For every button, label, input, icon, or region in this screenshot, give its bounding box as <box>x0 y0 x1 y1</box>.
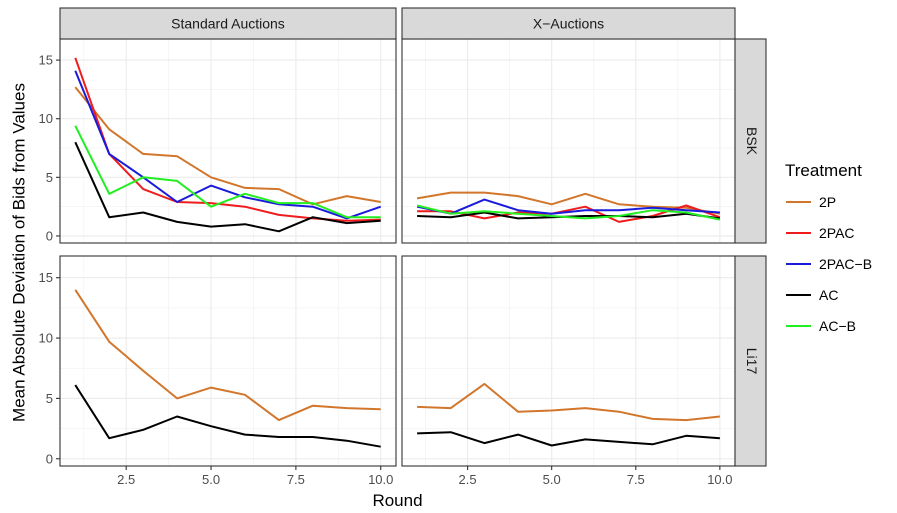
x-tick-label: 7.5 <box>287 472 305 487</box>
series-line-ac-li17-x-auctions <box>417 431 720 447</box>
panel-background <box>60 39 396 243</box>
y-tick-label: 10 <box>39 331 53 346</box>
facet-strip-label: X−Auctions <box>533 16 604 32</box>
series-line-2pac-b-bsk-x-auctions <box>416 198 720 215</box>
legend-title: Treatment <box>785 161 862 180</box>
series-line-2p-li17-x-auctions <box>417 382 721 422</box>
x-tick-label: 5.0 <box>202 472 220 487</box>
legend: Treatment 2P 2PAC 2PAC−B AC AC−B <box>785 161 872 334</box>
series-line-ac-b-bsk-x-auctions <box>416 204 721 221</box>
series-line-2p-bsk-x-auctions <box>416 191 721 215</box>
series-line-ac-li17-standard-auctions <box>74 384 381 448</box>
facet-strip-label: Standard Auctions <box>171 16 285 32</box>
x-tick-label: 7.5 <box>627 472 645 487</box>
panel-bsk-standard-auctions <box>60 39 396 243</box>
panel-li17-standard-auctions <box>60 256 396 466</box>
facet-strip-x-auctions <box>401 7 736 40</box>
facet-strip-label: Li17 <box>744 348 760 375</box>
panel-background <box>402 256 735 466</box>
facet-strip-li17 <box>734 255 767 467</box>
x-axis-title: Round <box>372 491 422 510</box>
legend-label-ac-b: AC−B <box>819 318 856 334</box>
panel-border <box>59 255 397 467</box>
y-axis-title: Mean Absolute Deviation of Bids from Val… <box>9 83 28 422</box>
y-tick-label: 5 <box>46 391 53 406</box>
x-tick-label: 10.0 <box>707 472 732 487</box>
x-tick-label: 2.5 <box>117 472 135 487</box>
x-tick-label: 5.0 <box>543 472 561 487</box>
legend-label-2pac-b: 2PAC−B <box>819 256 872 272</box>
y-tick-label: 10 <box>39 111 53 126</box>
series-line-ac-bsk-standard-auctions <box>74 141 381 233</box>
panel-background <box>60 256 396 466</box>
y-tick-label: 5 <box>46 170 53 185</box>
facet-strip-bsk <box>734 38 767 244</box>
y-tick-label: 0 <box>46 228 53 243</box>
x-tick-label: 2.5 <box>459 472 477 487</box>
panel-li17-x-auctions <box>402 256 735 466</box>
facet-strip-standard-auctions <box>59 7 397 40</box>
legend-label-2p: 2P <box>819 194 836 210</box>
series-line-2pac-b-bsk-standard-auctions <box>74 70 382 220</box>
legend-label-2pac: 2PAC <box>819 225 855 241</box>
y-tick-label: 15 <box>39 53 53 68</box>
series-line-2p-bsk-standard-auctions <box>74 86 381 206</box>
legend-label-ac: AC <box>819 287 838 303</box>
y-tick-label: 15 <box>39 270 53 285</box>
facet-strip-label: BSK <box>744 127 760 156</box>
x-tick-label: 10.0 <box>368 472 393 487</box>
series-line-2p-li17-standard-auctions <box>74 289 381 422</box>
series-line-ac-b-bsk-standard-auctions <box>74 125 381 219</box>
y-tick-label: 0 <box>46 451 53 466</box>
